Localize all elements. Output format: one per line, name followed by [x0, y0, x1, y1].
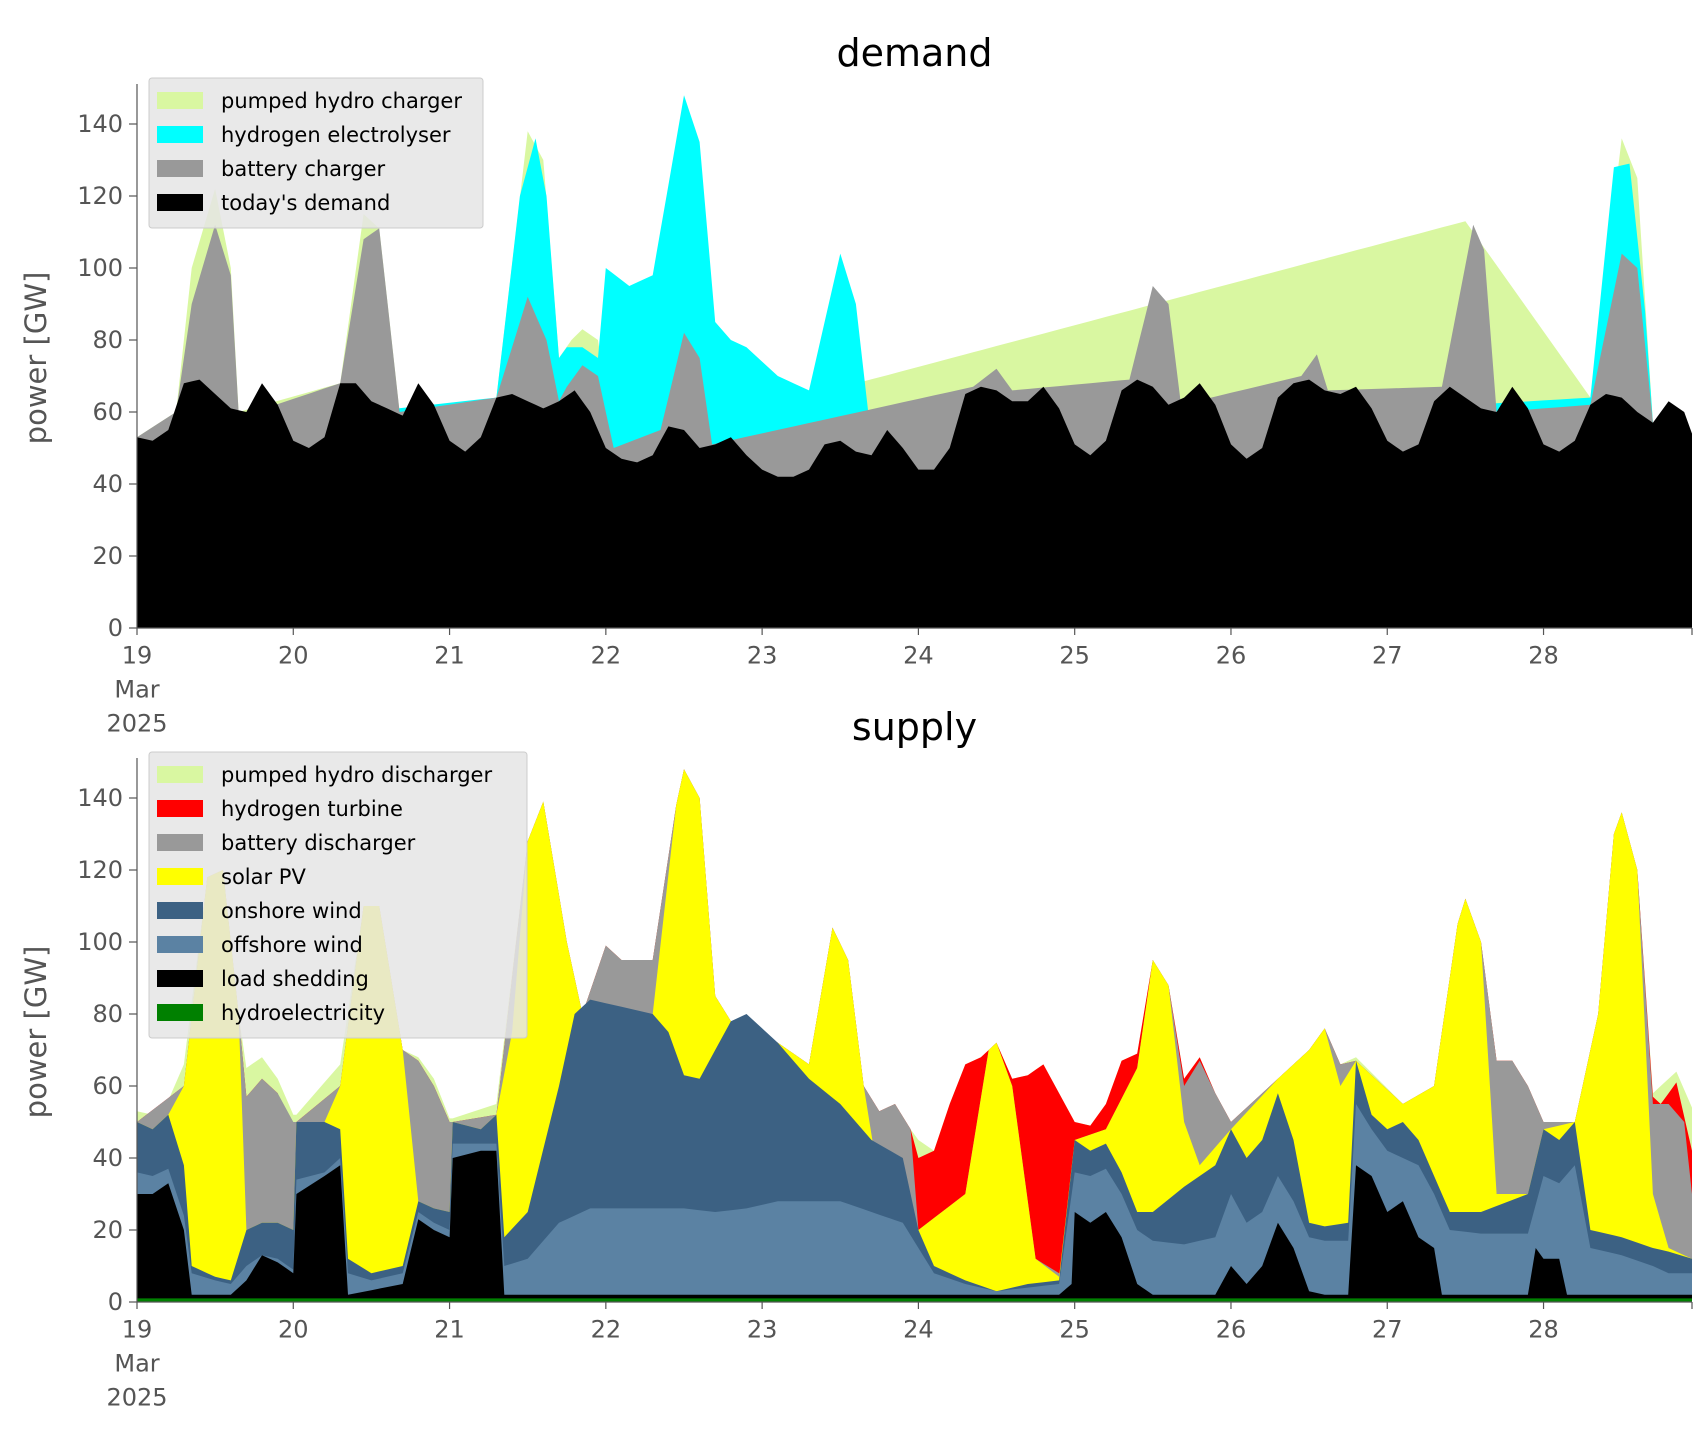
legend-entry: hydrogen electrolyser: [221, 123, 451, 147]
y-tick-label: 80: [92, 1000, 123, 1028]
legend-entry: pumped hydro discharger: [221, 763, 492, 787]
chart-title: demand: [836, 31, 992, 75]
x-tick-label: 28: [1528, 642, 1559, 670]
y-tick-label: 20: [92, 542, 123, 570]
y-tick-label: 40: [92, 470, 123, 498]
y-tick-label: 0: [108, 1288, 123, 1316]
x-tick-label: Mar: [114, 1350, 159, 1378]
area-series-group: [137, 95, 1692, 629]
legend: pumped hydro charger hydrogen electrolyse…: [148, 77, 484, 229]
x-tick-label: 20: [278, 1316, 309, 1344]
y-tick-label: 120: [77, 856, 123, 884]
y-tick-label: 0: [108, 614, 123, 642]
y-tick-label: 100: [77, 928, 123, 956]
x-tick-label: 28: [1528, 1316, 1559, 1344]
legend-entry: hydroelectricity: [221, 1001, 385, 1025]
y-tick-label: 120: [77, 182, 123, 210]
x-tick-label: 27: [1372, 1316, 1403, 1344]
y-tick-label: 20: [92, 1216, 123, 1244]
legend-swatch: [157, 902, 203, 919]
legend-swatch: [157, 194, 203, 211]
legend-box: [148, 751, 528, 1039]
legend-swatch: [157, 1004, 203, 1021]
x-tick-label: Mar: [114, 676, 159, 704]
area-today-s-demand: [137, 379, 1692, 628]
y-tick-label: 80: [92, 326, 123, 354]
x-tick-label: 24: [903, 1316, 934, 1344]
legend-swatch: [157, 126, 203, 143]
x-tick-label: 22: [591, 642, 622, 670]
y-axis-label: power [GW]: [19, 946, 53, 1119]
x-tick-label: 20: [278, 642, 309, 670]
y-tick-label: 40: [92, 1144, 123, 1172]
area-hydroelectricity: [137, 1298, 1692, 1302]
legend-entry: load shedding: [221, 967, 369, 991]
x-tick-label: 26: [1216, 1316, 1247, 1344]
x-tick-label: 24: [903, 642, 934, 670]
x-tick-label: 27: [1372, 642, 1403, 670]
x-tick-label: 25: [1059, 1316, 1090, 1344]
x-tick-label: 25: [1059, 642, 1090, 670]
legend-entry: onshore wind: [221, 899, 362, 923]
x-tick-label: 2025: [106, 710, 167, 738]
x-tick-label: 22: [591, 1316, 622, 1344]
legend-swatch: [157, 800, 203, 817]
demand-chart: demand power [GW] 0 20 40 60 80 100 120 140 19 Mar 2…: [19, 31, 1693, 738]
x-tick-label: 19: [122, 642, 153, 670]
legend-swatch: [157, 868, 203, 885]
x-tick-label: 23: [747, 1316, 778, 1344]
legend-entry: offshore wind: [221, 933, 363, 957]
legend-entry: pumped hydro charger: [221, 89, 462, 113]
legend-entry: battery charger: [221, 157, 386, 181]
x-tick-label: 21: [434, 1316, 465, 1344]
y-axis-label: power [GW]: [19, 272, 53, 445]
x-tick-label: 21: [434, 642, 465, 670]
x-tick-label: 19: [122, 1316, 153, 1344]
chart-title: supply: [852, 705, 977, 749]
area-offshore-wind: [137, 1104, 1692, 1302]
y-tick-label: 100: [77, 254, 123, 282]
legend-swatch: [157, 936, 203, 953]
legend-entry: hydrogen turbine: [221, 797, 403, 821]
legend-entry: today's demand: [221, 191, 390, 215]
legend-swatch: [157, 766, 203, 783]
area-load-shedding: [137, 1150, 1692, 1302]
legend-entry: solar PV: [221, 865, 306, 889]
supply-chart: supply power [GW] 0 20 40 60 80 100 120 140 19 Mar 2…: [19, 705, 1693, 1412]
legend: pumped hydro discharger hydrogen turbine b…: [148, 751, 528, 1039]
legend-swatch: [157, 834, 203, 851]
x-tick-label: 23: [747, 642, 778, 670]
legend-swatch: [157, 92, 203, 109]
x-tick-label: 26: [1216, 642, 1247, 670]
y-tick-label: 60: [92, 1072, 123, 1100]
y-tick-label: 60: [92, 398, 123, 426]
y-tick-label: 140: [77, 784, 123, 812]
legend-swatch: [157, 160, 203, 177]
y-tick-label: 140: [77, 110, 123, 138]
legend-box: [148, 77, 484, 229]
legend-entry: battery discharger: [221, 831, 416, 855]
x-tick-label: 2025: [106, 1384, 167, 1412]
legend-swatch: [157, 970, 203, 987]
